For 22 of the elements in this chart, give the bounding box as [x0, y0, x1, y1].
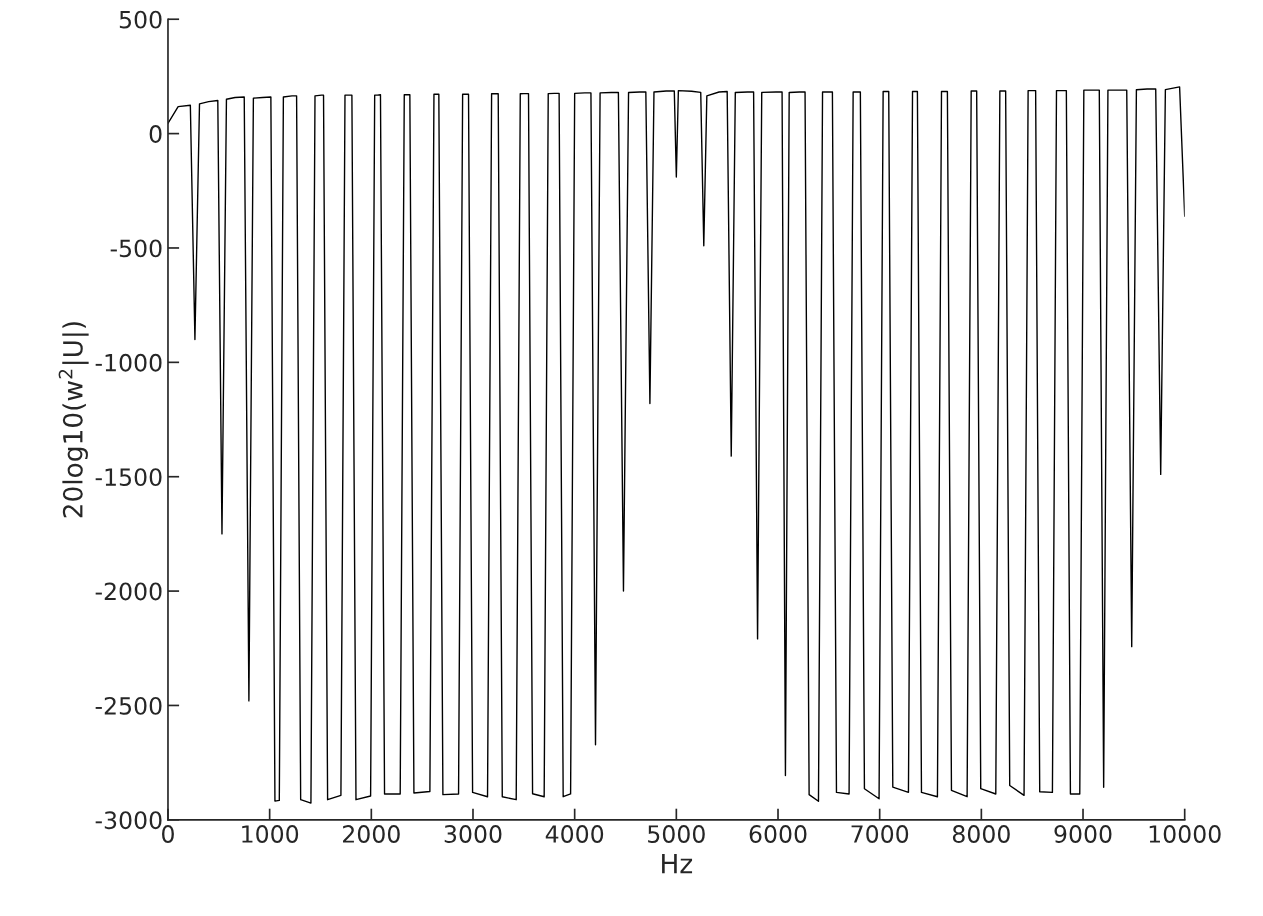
y-tick-label: -1000 [95, 353, 162, 372]
x-axis-title: Hz [662, 853, 693, 874]
x-tick-label: 9000 [1054, 825, 1112, 843]
y-tick-label: -500 [110, 239, 162, 258]
x-tick-label: 7000 [851, 825, 909, 843]
x-tick-label: 8000 [952, 825, 1010, 843]
x-tick-label: 10000 [1149, 825, 1221, 843]
y-tick-label: -3000 [95, 811, 162, 830]
line-series [167, 86, 1185, 804]
y-tick-label: -2000 [95, 582, 162, 601]
y-tick-label: -2500 [95, 696, 162, 715]
x-tick-label: 2000 [343, 825, 400, 843]
x-tick-label: 0 [162, 825, 174, 843]
x-tick-label: 5000 [648, 825, 705, 843]
x-tick-label: 3000 [444, 825, 502, 843]
x-tick-label: 6000 [749, 825, 807, 843]
y-tick-label: 500 [119, 10, 162, 29]
x-tick-label: 4000 [545, 825, 604, 843]
x-tick-label: 1000 [242, 825, 299, 843]
y-axis-title: 20log10(w$^{2}$|U|) [58, 322, 89, 518]
y-tick-label: 0 [149, 125, 162, 143]
y-tick-label: -1500 [95, 468, 162, 487]
